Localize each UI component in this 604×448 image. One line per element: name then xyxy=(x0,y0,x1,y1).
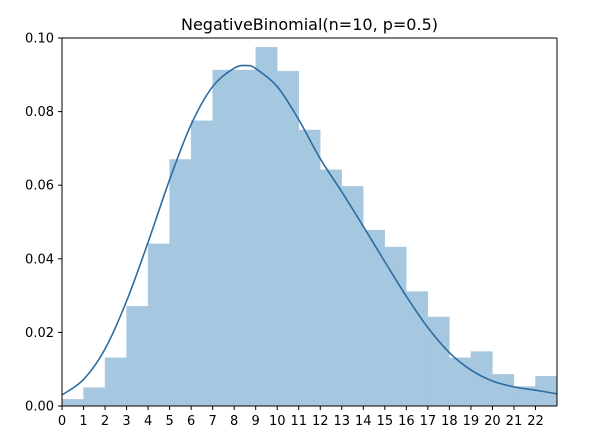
histogram-bar-16 xyxy=(406,291,429,407)
x-tick-label-17: 17 xyxy=(420,414,437,429)
histogram-bar-9 xyxy=(255,47,278,407)
y-tick-label-0.04: 0.04 xyxy=(25,252,54,267)
y-tick-label-0.08: 0.08 xyxy=(25,105,54,120)
histogram-bar-19 xyxy=(470,351,493,407)
x-tick-label-18: 18 xyxy=(441,414,458,429)
x-tick-label-4: 4 xyxy=(144,414,152,429)
density-curve-line xyxy=(61,64,558,396)
x-tick-label-10: 10 xyxy=(269,414,286,429)
x-tick-label-7: 7 xyxy=(209,414,217,429)
x-tick-label-9: 9 xyxy=(252,414,260,429)
x-tick-label-0: 0 xyxy=(58,414,66,429)
x-tick-label-14: 14 xyxy=(355,414,372,429)
x-tick-label-8: 8 xyxy=(230,414,238,429)
histogram-bar-15 xyxy=(384,246,407,407)
histogram-bar-8 xyxy=(233,69,256,407)
axes-layer xyxy=(61,37,558,407)
histogram-bar-20 xyxy=(492,374,515,407)
y-tick-labels: 0.00 0.02 0.04 0.06 0.08 0.10 xyxy=(25,32,62,415)
histogram-bar-18 xyxy=(449,357,472,407)
x-tick-label-11: 11 xyxy=(290,414,307,429)
x-tick-label-16: 16 xyxy=(398,414,415,429)
histogram-bar-2 xyxy=(104,357,127,407)
x-tick-label-15: 15 xyxy=(377,414,394,429)
histogram-bar-17 xyxy=(427,316,450,407)
x-tick-label-20: 20 xyxy=(484,414,501,429)
histogram-bar-5 xyxy=(169,159,192,407)
x-tick-label-1: 1 xyxy=(79,414,87,429)
histogram-bar-7 xyxy=(212,69,235,407)
y-tick-label-0.02: 0.02 xyxy=(25,326,54,341)
density-curve-layer xyxy=(61,64,558,396)
x-tick-label-12: 12 xyxy=(312,414,329,429)
y-tick-label-0.10: 0.10 xyxy=(25,32,54,47)
x-tick-labels: 0 1 2 3 4 5 6 7 8 9 10 11 12 13 14 15 16 17 18 19 20 21 22 xyxy=(58,406,544,429)
histogram-bar-0 xyxy=(61,399,84,407)
x-tick-label-5: 5 xyxy=(165,414,173,429)
bars-layer xyxy=(61,47,558,407)
x-tick-label-19: 19 xyxy=(463,414,480,429)
histogram-bar-3 xyxy=(126,306,149,407)
histogram-bar-13 xyxy=(341,186,364,407)
x-tick-label-13: 13 xyxy=(334,414,351,429)
histogram-bar-1 xyxy=(83,387,106,407)
x-tick-label-3: 3 xyxy=(122,414,130,429)
histogram-bar-4 xyxy=(147,243,170,407)
y-tick-label-0.06: 0.06 xyxy=(25,179,54,194)
histogram-bar-12 xyxy=(320,169,342,407)
histogram-bar-6 xyxy=(190,120,213,407)
x-tick-label-22: 22 xyxy=(527,414,544,429)
x-tick-label-21: 21 xyxy=(506,414,523,429)
histogram-bar-10 xyxy=(277,70,299,407)
histogram-bar-11 xyxy=(298,129,321,407)
y-tick-label-0.00: 0.00 xyxy=(25,400,54,415)
x-tick-label-2: 2 xyxy=(101,414,109,429)
chart-title: NegativeBinomial(n=10, p=0.5) xyxy=(181,15,438,34)
x-tick-label-6: 6 xyxy=(187,414,195,429)
